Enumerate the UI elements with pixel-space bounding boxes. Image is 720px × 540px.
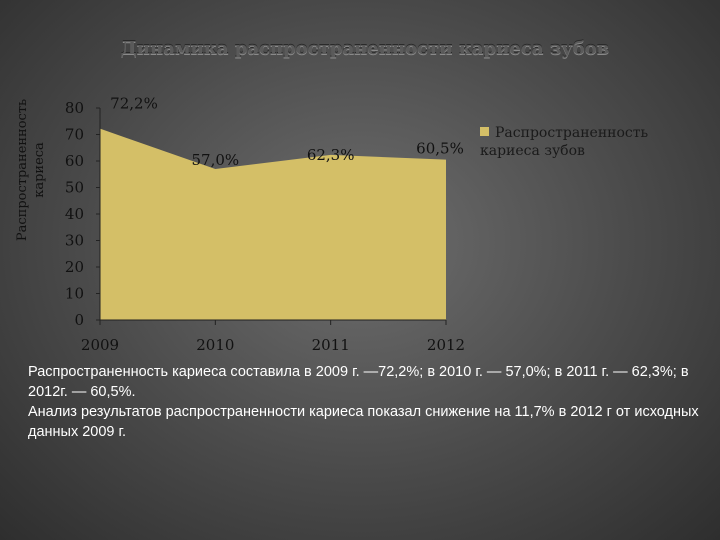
y-tick-label: 0 [74,311,84,329]
data-label: 60,5% [416,140,464,158]
summary-paragraph-2: Анализ результатов распространенности ка… [28,404,699,440]
x-tick-label: 2010 [196,336,234,354]
y-tick-label: 50 [65,179,84,197]
y-tick-label: 60 [65,152,84,170]
data-label: 72,2% [110,95,158,113]
data-label: 62,3% [307,146,355,164]
legend-label: Распространенность кариеса зубов [480,125,649,159]
x-tick-label: 2009 [81,336,119,354]
x-tick-label: 2011 [312,336,350,354]
area-series [100,128,446,320]
y-tick-label: 30 [65,232,84,250]
x-tick-label: 2012 [427,336,465,354]
y-tick-label: 20 [65,258,84,276]
summary-text: Распространенность кариеса составила в 2… [28,362,704,442]
chart-title: Динамика распространенности кариеса зубо… [120,38,610,59]
chart-legend: Распространенность кариеса зубов [480,124,690,160]
y-tick-label: 40 [65,205,84,223]
data-label: 57,0% [192,151,240,169]
legend-swatch [480,127,489,136]
area-chart: 0 10 20 30 40 50 60 70 80 2009 2010 2011 2012 72,2% 57… [65,95,465,354]
summary-paragraph-1: Распространенность кариеса составила в 2… [28,364,689,400]
y-tick-label: 70 [65,126,84,144]
y-tick-label: 10 [65,285,84,303]
y-tick-label: 80 [65,99,84,117]
